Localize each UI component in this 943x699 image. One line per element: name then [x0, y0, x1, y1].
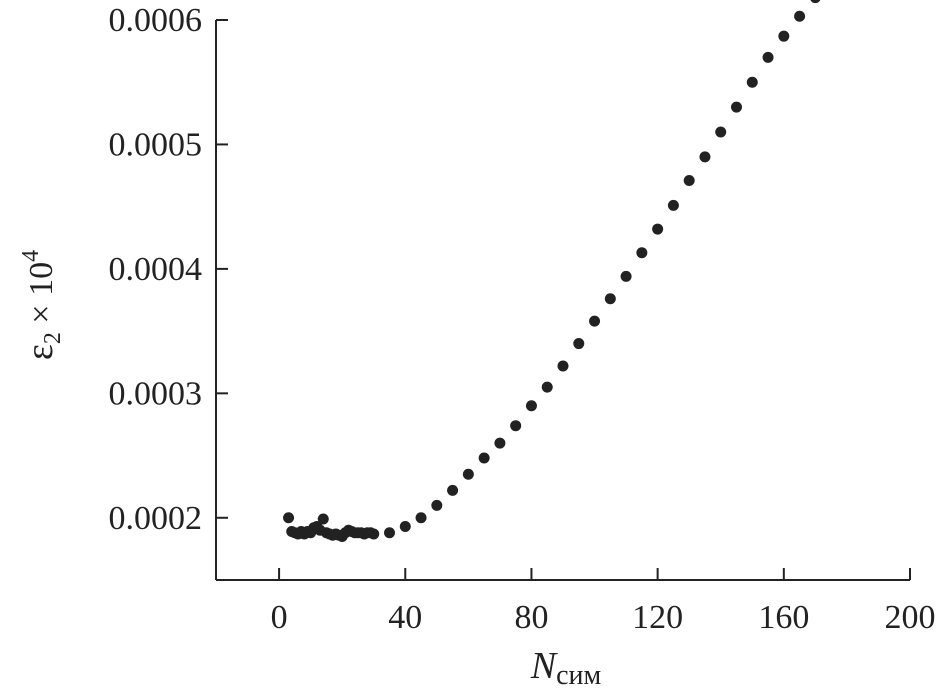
data-point — [447, 484, 459, 496]
y-tick-label: 0.0003 — [109, 375, 203, 412]
data-point — [384, 527, 395, 539]
data-point — [810, 0, 821, 4]
x-axis-title: Nсим — [530, 645, 602, 691]
data-point — [462, 468, 474, 480]
y-axis-title-symbol: ε — [19, 344, 61, 360]
data-point — [368, 528, 380, 540]
data-point — [541, 381, 553, 393]
data-point — [557, 360, 569, 372]
data-points — [283, 0, 821, 542]
y-axis-title: ε2 × 104 — [18, 250, 66, 360]
data-point — [283, 512, 295, 524]
data-point — [636, 247, 648, 259]
x-tick-label: 40 — [388, 599, 422, 636]
y-ticks: 0.0002 0.0003 0.0004 0.0005 0.0006 — [109, 2, 228, 537]
data-point — [620, 270, 632, 282]
data-point — [317, 513, 329, 525]
data-point — [399, 520, 411, 532]
data-point — [746, 76, 758, 88]
data-point — [415, 512, 427, 524]
data-point — [762, 51, 774, 63]
y-axis-title-subscript: 2 — [40, 332, 66, 344]
data-point — [667, 199, 679, 211]
x-tick-label: 120 — [632, 599, 683, 636]
y-axis: 0.0002 0.0003 0.0004 0.0005 0.0006 — [109, 2, 228, 580]
y-axis-title-exponent: 4 — [18, 250, 44, 262]
data-point — [431, 499, 443, 511]
data-point — [715, 126, 727, 138]
data-point — [494, 437, 506, 449]
data-point — [778, 30, 790, 42]
data-point — [525, 400, 537, 412]
x-ticks: 0 40 80 120 160 200 — [271, 568, 936, 636]
data-point — [604, 293, 616, 305]
x-tick-label: 200 — [885, 599, 936, 636]
y-tick-label: 0.0004 — [109, 251, 203, 288]
data-point — [510, 420, 522, 432]
data-point — [794, 10, 806, 22]
data-point — [683, 175, 695, 187]
x-tick-label: 0 — [271, 599, 288, 636]
data-point — [573, 338, 585, 350]
data-point — [652, 223, 664, 235]
x-axis-title-subscript: сим — [556, 660, 601, 691]
x-axis-title-main: N — [530, 645, 559, 687]
data-point — [731, 101, 742, 113]
data-point — [589, 315, 601, 327]
y-tick-label: 0.0005 — [109, 126, 203, 163]
x-axis: 0 40 80 120 160 200 — [216, 568, 936, 636]
x-tick-label: 80 — [514, 599, 548, 636]
x-tick-label: 160 — [758, 599, 809, 636]
y-tick-label: 0.0002 — [109, 500, 203, 537]
data-point — [699, 151, 711, 163]
data-point — [478, 452, 490, 464]
y-tick-label: 0.0006 — [109, 2, 203, 39]
y-axis-title-multiplier: × 10 — [23, 262, 60, 332]
